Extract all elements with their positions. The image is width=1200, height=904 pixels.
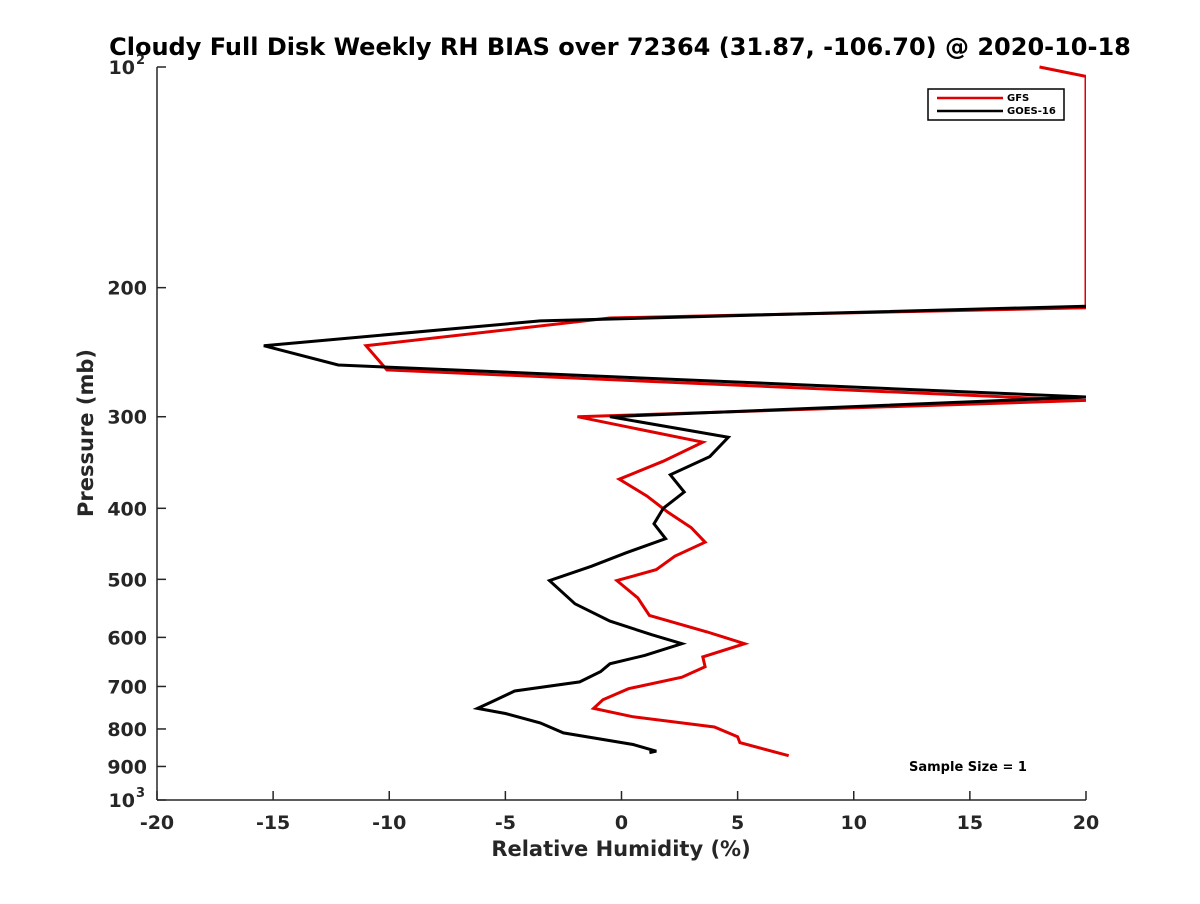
- y-tick-label: 500: [107, 569, 147, 591]
- legend-label-gfs: GFS: [1007, 93, 1029, 104]
- y-tick-exponent: 2: [136, 53, 145, 68]
- y-tick-label: 200: [107, 278, 147, 300]
- x-tick-label: -20: [140, 812, 174, 834]
- sample-size-note: Sample Size = 1: [909, 760, 1027, 775]
- y-tick-label: 10: [109, 57, 135, 79]
- y-tick-label: 800: [107, 719, 147, 741]
- x-tick-label: 5: [731, 812, 744, 834]
- y-tick-label: 400: [107, 498, 147, 520]
- x-tick-label: 20: [1073, 812, 1099, 834]
- y-tick-exponent: 3: [136, 786, 145, 801]
- x-tick-label: -15: [256, 812, 290, 834]
- legend: GFS GOES-16: [927, 88, 1065, 121]
- y-tick-label: 600: [107, 627, 147, 649]
- y-axis-label: Pressure (mb): [74, 349, 98, 517]
- x-tick-label: 10: [841, 812, 867, 834]
- x-axis-label: Relative Humidity (%): [491, 837, 750, 861]
- series-layer: [263, 65, 1086, 758]
- legend-box: [927, 88, 1065, 121]
- y-tick-label: 900: [107, 756, 147, 778]
- x-tick-label: -5: [495, 812, 516, 834]
- plot-area: [157, 67, 1086, 800]
- x-tick-label: 0: [615, 812, 628, 834]
- x-tick-label: -10: [372, 812, 406, 834]
- y-tick-label: 700: [107, 676, 147, 698]
- chart-title: Cloudy Full Disk Weekly RH BIAS over 723…: [109, 33, 1131, 61]
- y-tick-label: 10: [109, 790, 135, 812]
- series-line-goes16: [263, 304, 1086, 755]
- y-tick-label: 300: [107, 407, 147, 429]
- x-tick-label: 15: [957, 812, 983, 834]
- legend-label-goes16: GOES-16: [1007, 106, 1056, 117]
- series-line-gfs: [363, 65, 1086, 758]
